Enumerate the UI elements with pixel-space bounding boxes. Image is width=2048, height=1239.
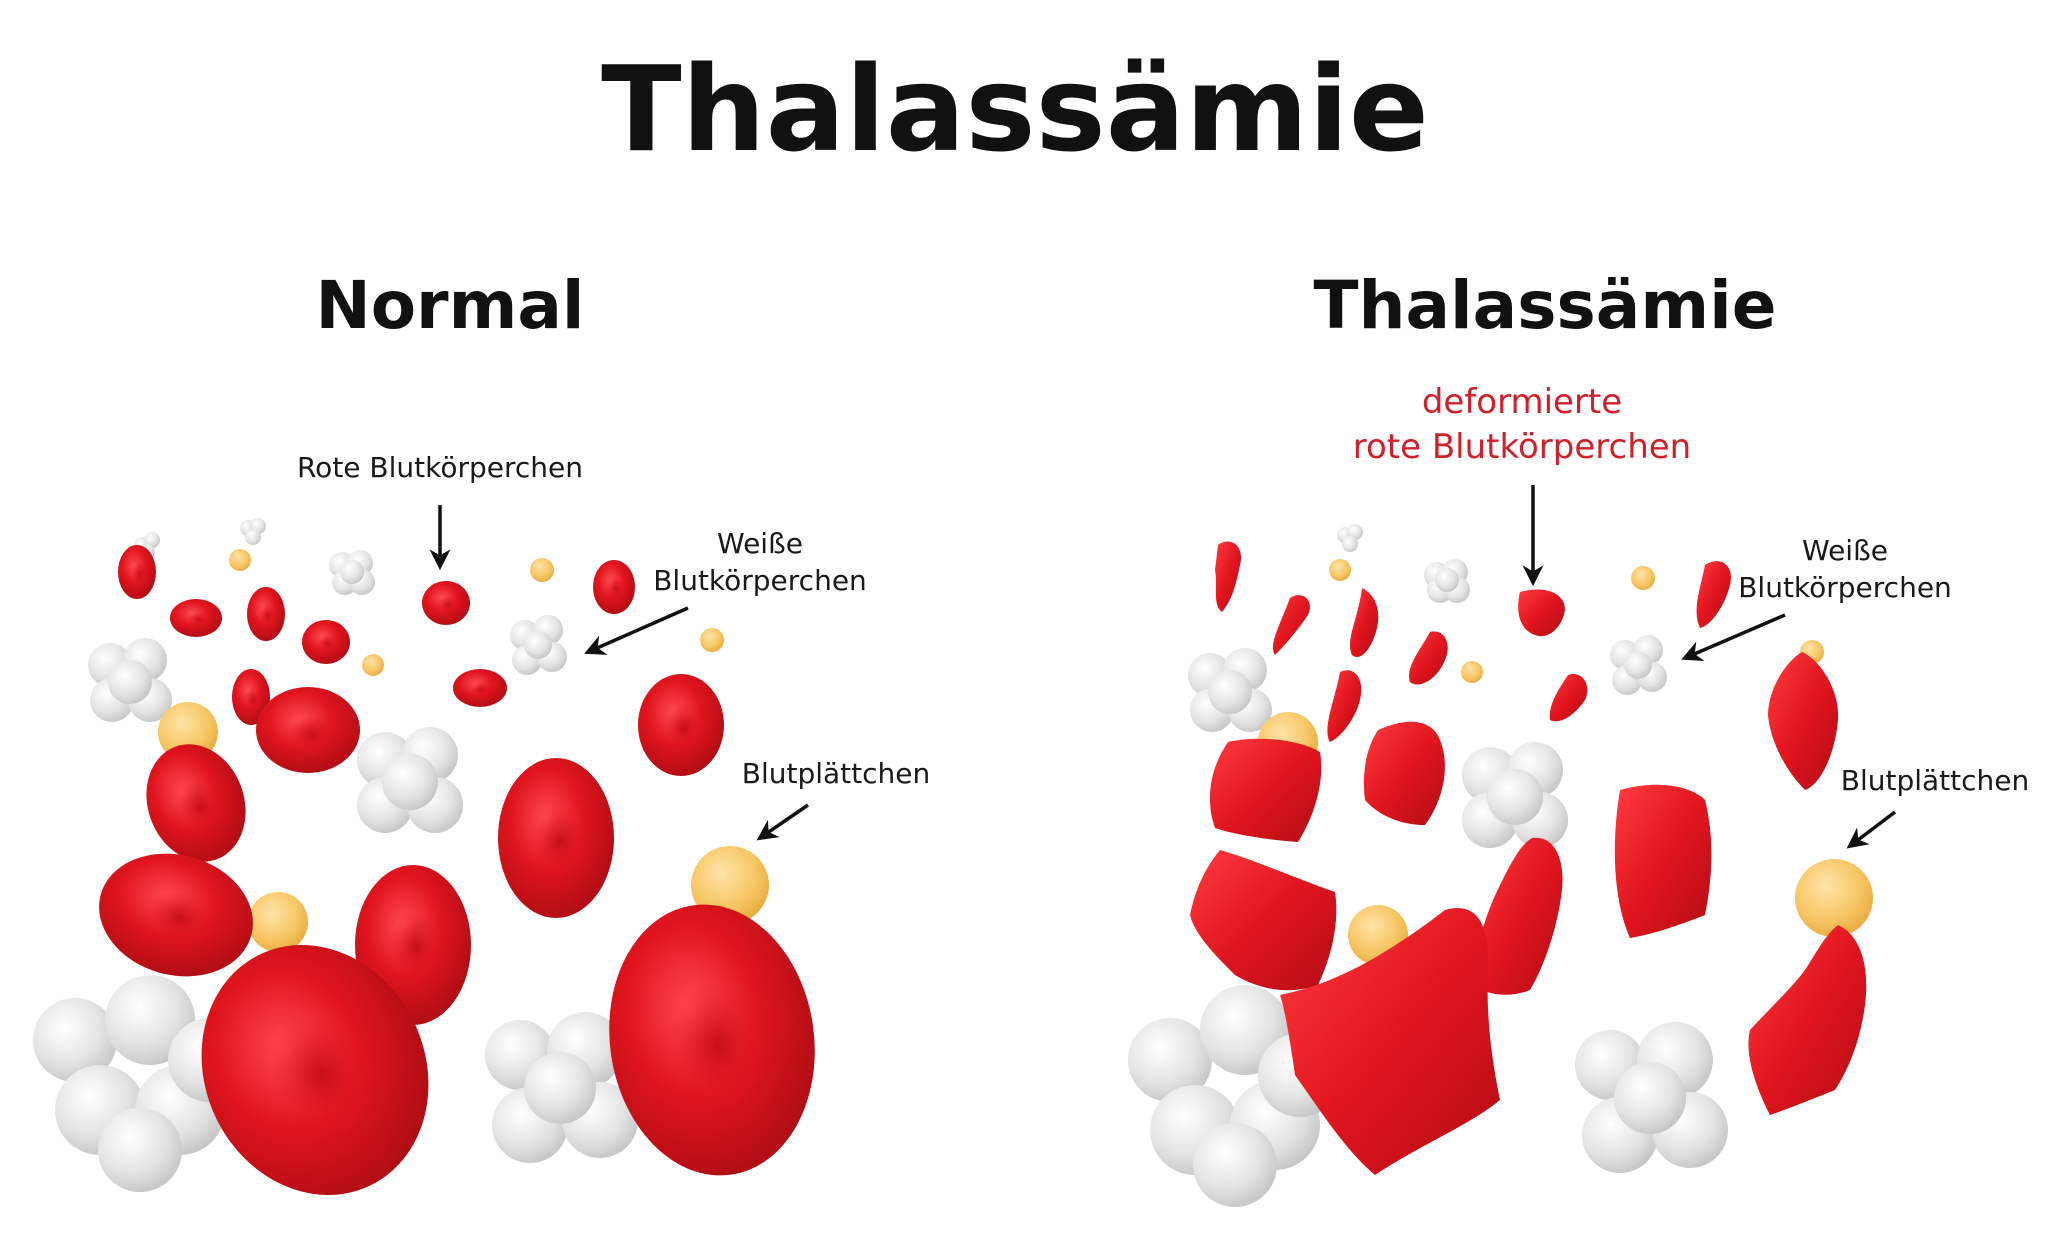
platelet — [700, 628, 724, 652]
white-blood-cell — [510, 615, 567, 675]
deformed-red-blood-cell — [1696, 561, 1731, 628]
platelet — [530, 558, 554, 582]
platelet — [691, 846, 769, 924]
thalassemia-red-cells-label-line2: rote Blutkörperchen — [1353, 427, 1691, 467]
platelet — [1631, 566, 1655, 590]
thalassemia-white-cells-arrow — [1681, 613, 1786, 662]
thalassemia-white-cells-label-line2: Blutkörperchen — [1738, 571, 1952, 604]
thalassemia-white-cells-label-line1: Weiße — [1802, 534, 1888, 567]
deformed-red-blood-cell — [1349, 588, 1379, 658]
red-blood-cell — [201, 945, 429, 1195]
white-blood-cell — [357, 727, 463, 833]
white-blood-cell — [1337, 524, 1363, 552]
white-blood-cell — [1610, 635, 1667, 695]
deformed-red-blood-cell — [1215, 541, 1242, 612]
deformed-red-blood-cell — [1409, 631, 1448, 685]
red-blood-cell — [422, 581, 470, 625]
white-blood-cell — [33, 975, 252, 1192]
white-blood-cell — [485, 1012, 638, 1163]
white-blood-cell — [329, 550, 375, 595]
thalassemia-red-cells-label-line1: deformierte — [1422, 382, 1622, 422]
thalassemia-platelets-label: Blutplättchen — [1841, 764, 2030, 797]
red-blood-cell — [232, 669, 270, 725]
platelet — [1461, 661, 1483, 683]
deformed-red-blood-cell — [1363, 721, 1445, 825]
thalassemia-platelets-arrow — [1846, 810, 1897, 849]
deformed-red-blood-cell — [1280, 908, 1500, 1175]
white-blood-cell — [1424, 559, 1470, 603]
white-blood-cell — [1575, 1022, 1728, 1173]
normal-panel: Rote Blutkörperchen Weiße Blutkörperchen… — [33, 451, 931, 1195]
normal-white-cells-label-line1: Weiße — [717, 527, 803, 560]
platelet — [229, 549, 251, 571]
red-blood-cell — [247, 587, 285, 641]
normal-white-cells-label-line2: Blutkörperchen — [653, 564, 867, 597]
main-title: Thalassämie — [601, 40, 1429, 178]
deformed-red-blood-cell — [1272, 595, 1310, 655]
red-blood-cell — [593, 560, 635, 614]
deformed-red-blood-cell — [1518, 589, 1565, 637]
white-blood-cell — [1188, 648, 1272, 732]
normal-heading: Normal — [315, 267, 584, 344]
deformed-red-blood-cell — [1190, 850, 1337, 991]
platelet — [1329, 559, 1351, 581]
deformed-red-blood-cell — [1209, 738, 1322, 842]
normal-red-cells-label: Rote Blutkörperchen — [297, 451, 583, 484]
red-blood-cell — [146, 744, 246, 862]
normal-white-cells-arrow — [584, 606, 689, 655]
deformed-red-blood-cell — [1748, 925, 1867, 1115]
red-blood-cell — [256, 687, 360, 773]
normal-platelets-label: Blutplättchen — [742, 757, 931, 790]
red-blood-cell — [302, 620, 350, 664]
red-blood-cell — [99, 853, 253, 977]
platelet — [248, 892, 308, 952]
thalassemia-heading: Thalassämie — [1314, 267, 1777, 344]
white-blood-cell — [88, 638, 172, 722]
deformed-red-blood-cell — [1614, 784, 1712, 938]
red-blood-cell — [609, 904, 815, 1176]
deformed-red-blood-cell — [1327, 670, 1362, 742]
thalassemia-panel: deformierte rote Blutkörperchen Weiße Bl… — [1128, 382, 2029, 1207]
normal-platelets-arrow — [756, 803, 809, 841]
red-blood-cell — [638, 674, 724, 776]
platelet — [362, 654, 384, 676]
deformed-red-blood-cell — [1476, 837, 1563, 995]
white-blood-cell — [240, 518, 266, 545]
deformed-red-blood-cell — [1768, 652, 1839, 790]
white-blood-cell — [1462, 742, 1568, 848]
red-blood-cell — [118, 545, 156, 599]
red-blood-cell — [170, 599, 222, 637]
platelet — [1795, 859, 1873, 937]
deformed-red-blood-cell — [1549, 674, 1588, 722]
red-blood-cell — [498, 758, 614, 918]
red-blood-cell — [453, 669, 507, 707]
